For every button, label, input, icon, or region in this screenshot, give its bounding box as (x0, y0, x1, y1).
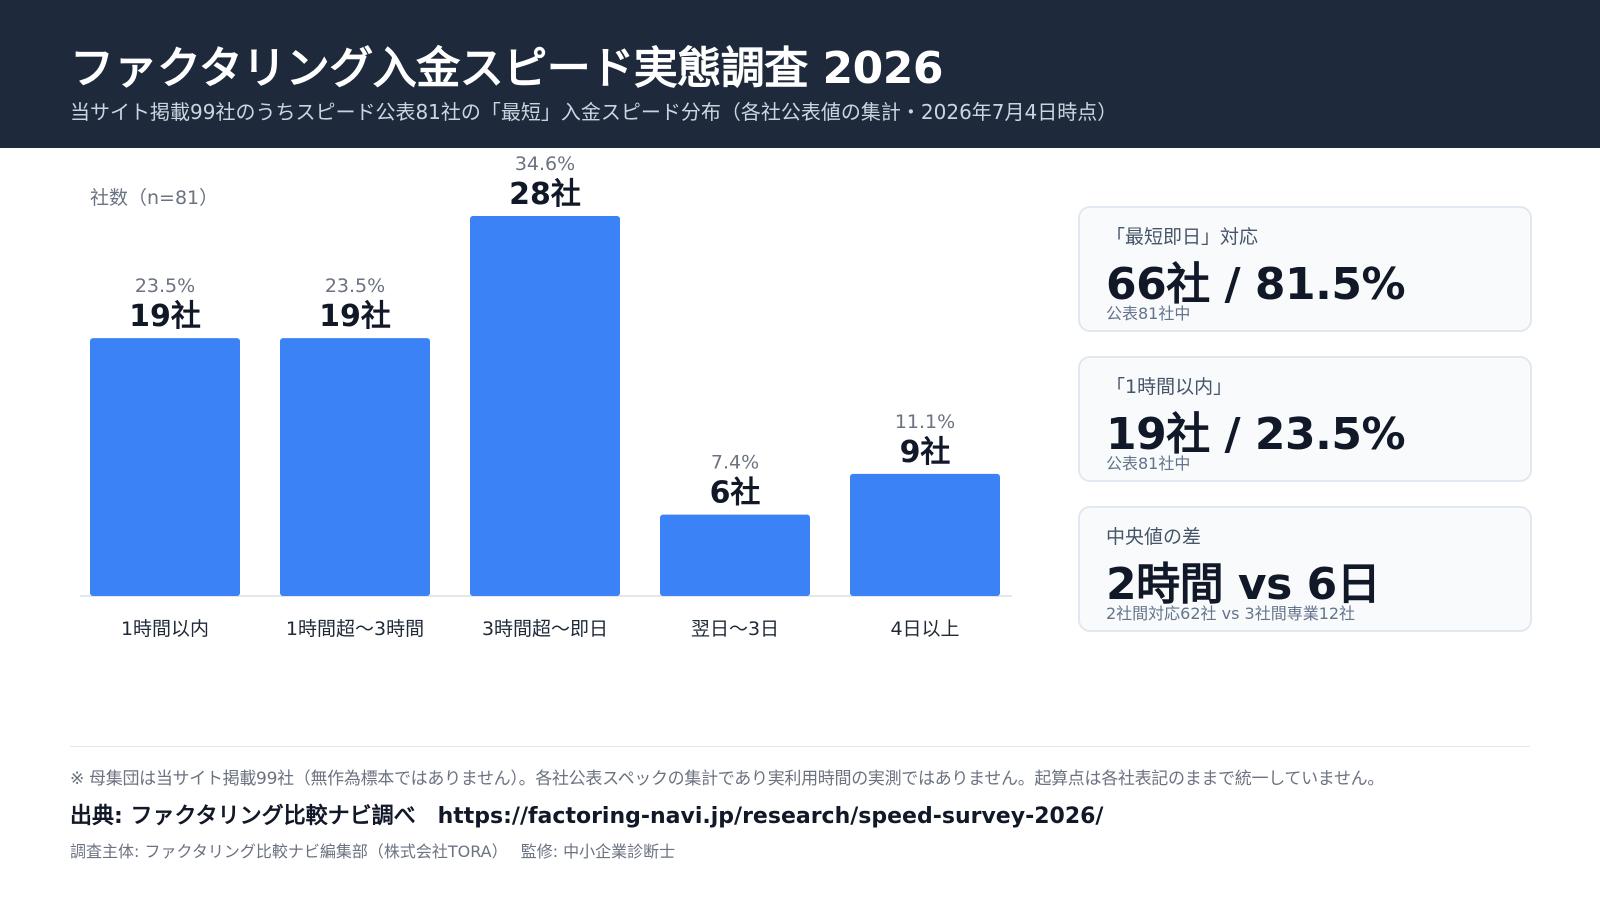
bar-percent-label: 11.1% (895, 411, 955, 433)
stat-card-value: 66社 / 81.5% (1106, 259, 1406, 310)
bar-percent-label: 34.6% (515, 153, 575, 175)
x-tick-label: 翌日〜3日 (691, 618, 779, 640)
footer-divider (70, 746, 1530, 747)
stat-card-value: 2時間 vs 6日 (1106, 559, 1381, 610)
page-subtitle: 当サイト掲載99社のうちスピード公表81社の「最短」入金スピード分布（各社公表値… (70, 100, 1118, 124)
bar (850, 473, 1000, 596)
stat-card-label: 「最短即日」対応 (1106, 226, 1259, 248)
footer-source: 出典: ファクタリング比較ナビ調べ https://factoring-navi… (70, 804, 1104, 829)
bar-percent-label: 7.4% (711, 452, 759, 474)
page-title: ファクタリング入金スピード実態調査 2026 (70, 43, 944, 94)
stat-card-note: 公表81社中 (1106, 454, 1191, 473)
bar-value-label: 19社 (319, 299, 391, 334)
stat-card-label: 中央値の差 (1106, 526, 1202, 548)
x-tick-label: 1時間超〜3時間 (286, 618, 424, 640)
x-tick-label: 1時間以内 (121, 618, 209, 640)
stat-card-note: 公表81社中 (1106, 304, 1191, 323)
stat-card-note: 2社間対応62社 vs 3社間専業12社 (1106, 604, 1356, 623)
bar-percent-label: 23.5% (325, 275, 385, 297)
bar-percent-label: 23.5% (135, 275, 195, 297)
stat-card-same-day: 「最短即日」対応 66社 / 81.5% 公表81社中 (1078, 206, 1532, 332)
stat-card-label: 「1時間以内」 (1106, 376, 1233, 398)
bar-value-label: 19社 (129, 299, 201, 334)
bar (470, 216, 620, 596)
stat-card-within-1-hour: 「1時間以内」 19社 / 23.5% 公表81社中 (1078, 356, 1532, 482)
footer-disclaimer: ※ 母集団は当サイト掲載99社（無作為標本ではありません）。各社公表スペックの集… (70, 769, 1385, 789)
header-banner: ファクタリング入金スピード実態調査 2026 当サイト掲載99社のうちスピード公… (0, 0, 1600, 148)
x-tick-label: 3時間超〜即日 (482, 618, 608, 640)
bar-value-label: 6社 (710, 476, 761, 511)
stat-card-median-gap: 中央値の差 2時間 vs 6日 2社間対応62社 vs 3社間専業12社 (1078, 506, 1532, 632)
bar (660, 514, 810, 596)
x-tick-label: 4日以上 (890, 618, 959, 640)
bar-chart: 社数（n=81）19社23.5%1時間以内19社23.5%1時間超〜3時間28社… (80, 153, 1012, 640)
bar-value-label: 28社 (509, 177, 581, 212)
y-axis-label: 社数（n=81） (90, 187, 218, 209)
bar (90, 338, 240, 596)
bar-value-label: 9社 (900, 435, 951, 470)
stat-card-value: 19社 / 23.5% (1106, 409, 1406, 460)
bar (280, 338, 430, 596)
footer-credit: 調査主体: ファクタリング比較ナビ編集部（株式会社TORA） 監修: 中小企業診… (70, 842, 676, 861)
